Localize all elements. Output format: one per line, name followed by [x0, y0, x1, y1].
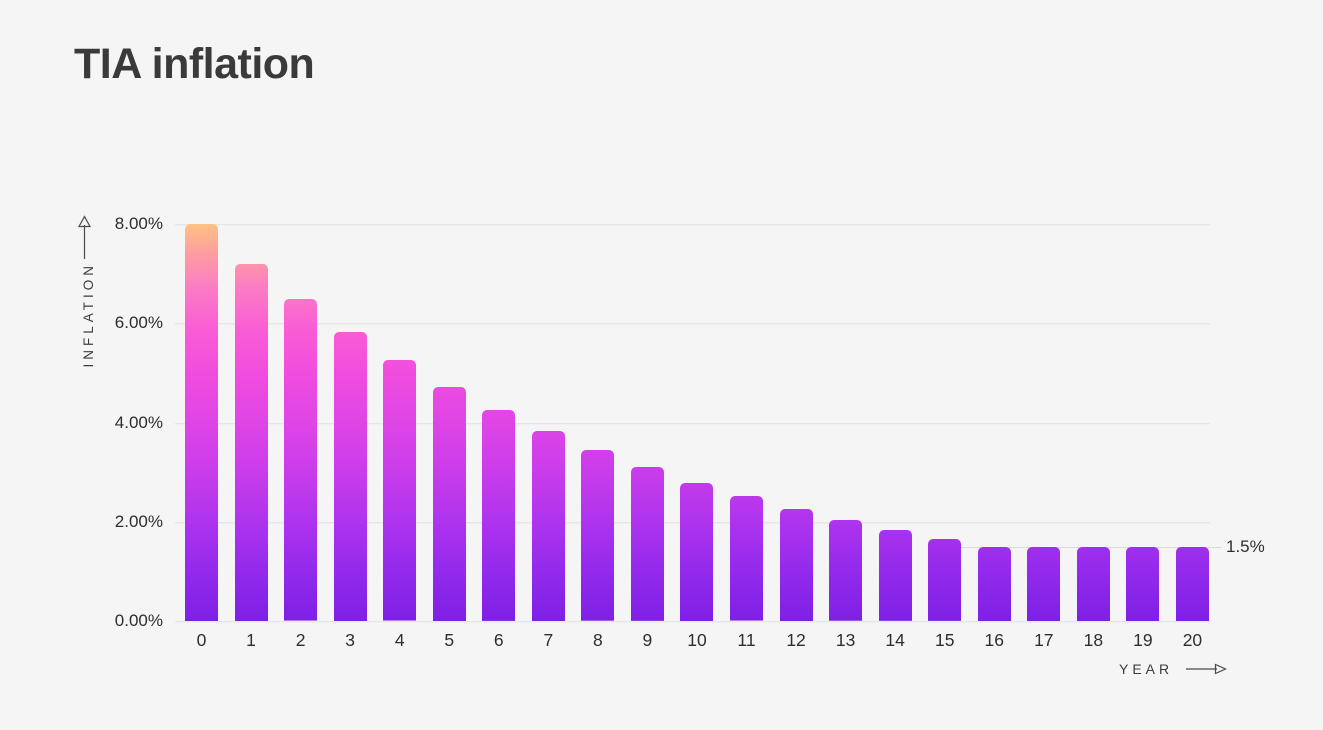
bar-year-14	[878, 530, 912, 621]
x-tick-label: 14	[885, 630, 905, 650]
x-tick-label: 16	[984, 630, 1004, 650]
bars	[185, 224, 1209, 621]
y-tick-label: 6.00%	[114, 313, 163, 333]
annotation-label: 1.5%	[1226, 537, 1265, 556]
gridline	[175, 323, 1210, 325]
bar-year-7	[531, 430, 565, 621]
x-tick-label: 6	[493, 630, 504, 650]
x-tick-label: 15	[934, 630, 955, 650]
x-axis-label: YEAR	[1119, 661, 1174, 677]
gridline	[175, 422, 1210, 424]
y-tick-label: 2.00%	[114, 511, 163, 531]
x-tick-label: 13	[835, 630, 856, 650]
bar-year-15	[928, 539, 962, 621]
bar-year-3	[333, 331, 367, 621]
bar-year-18	[1076, 546, 1110, 621]
gridline	[175, 224, 1210, 225]
bar-year-16	[977, 546, 1011, 621]
bar-year-19	[1126, 546, 1160, 621]
y-tick-label: 8.00%	[114, 214, 163, 233]
bar-year-5	[432, 386, 466, 621]
bar-year-2	[284, 299, 318, 621]
bar-year-11	[730, 496, 764, 621]
x-tick-label: 10	[687, 630, 707, 650]
up-arrow-icon	[76, 215, 93, 260]
bar-year-10	[680, 482, 714, 621]
x-tick-label: 19	[1133, 630, 1153, 650]
right-arrow-icon	[1186, 662, 1228, 676]
bar-year-6	[482, 410, 516, 621]
bar-year-13	[829, 520, 863, 621]
x-tick-label: 0	[196, 630, 207, 650]
bar-year-20	[1175, 546, 1209, 621]
bar-year-9	[630, 467, 664, 621]
x-tick-label: 3	[345, 630, 355, 650]
x-tick-label: 2	[295, 630, 306, 650]
gridline	[175, 621, 1210, 622]
x-tick-label: 18	[1083, 630, 1104, 650]
bar-year-17	[1027, 546, 1061, 621]
bar-year-8	[581, 450, 615, 621]
x-tick-label: 7	[543, 630, 554, 650]
y-tick-label: 0.00%	[114, 611, 163, 630]
x-tick-label: 12	[786, 630, 806, 650]
x-axis-caption-group: YEAR	[1119, 661, 1228, 677]
plot-area: 8.00% 6.00% 4.00% 2.00% 0.00%	[115, 214, 1210, 630]
x-tick-label: 4	[394, 630, 405, 650]
x-tick-label: 9	[642, 630, 653, 650]
bar-year-12	[779, 508, 813, 621]
x-tick-label: 17	[1034, 630, 1054, 650]
x-tick-label: 20	[1182, 630, 1203, 650]
bar-year-1	[234, 263, 268, 621]
bar-year-0	[185, 224, 218, 621]
bar-year-4	[383, 360, 417, 621]
x-tick-label: 1	[246, 630, 256, 650]
x-tick-label: 5	[444, 630, 455, 650]
page-title: TIA inflation	[74, 40, 315, 88]
y-tick-label: 4.00%	[114, 412, 163, 432]
x-tick-label: 8	[593, 630, 603, 650]
x-axis-labels: 0 1 2 3 4 5 6 7 8 9 10 11 12 13 14 15 16 17 18 19 20	[185, 630, 1209, 651]
x-tick-label: 11	[737, 630, 756, 650]
